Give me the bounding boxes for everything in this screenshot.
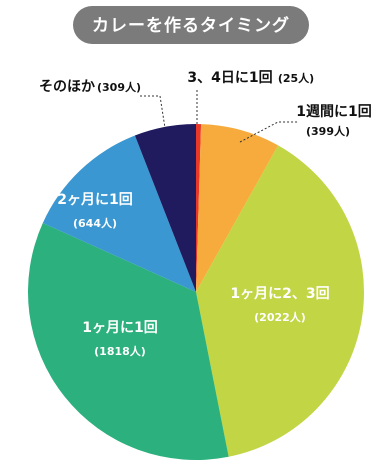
value-label: (399人) <box>306 124 350 138</box>
labels: 3、4日に1回 (25人) 1週間に1回 (399人) 1ヶ月に2、3回 (2022人) 1… <box>39 70 372 358</box>
value-label: (2022人) <box>254 310 306 324</box>
title-pill <box>73 6 309 44</box>
leader-line <box>140 95 166 129</box>
slice-label: 1週間に1回 <box>296 104 371 120</box>
slice-label: そのほか <box>39 79 95 95</box>
slice-label: 3、4日に1回 <box>187 70 272 86</box>
pie-slice <box>196 124 202 292</box>
chart-title: カレーを作るタイミング <box>92 15 290 36</box>
pie-slice <box>27 223 229 461</box>
value-label: (309人) <box>97 80 141 94</box>
value-label: (1818人) <box>94 344 146 358</box>
slice-label: 1ヶ月に2、3回 <box>230 286 329 302</box>
pie-slice <box>42 135 197 292</box>
pie-slice <box>196 145 365 457</box>
slice-label: 1ヶ月に1回 <box>82 320 157 336</box>
slice-label: 2ヶ月に1回 <box>57 192 132 208</box>
pie-slice <box>134 124 196 292</box>
pie-slice <box>196 124 279 293</box>
value-label: (25人) <box>278 71 314 85</box>
pie <box>27 124 365 461</box>
value-label: (644人) <box>73 216 117 230</box>
leader-line <box>239 121 298 143</box>
